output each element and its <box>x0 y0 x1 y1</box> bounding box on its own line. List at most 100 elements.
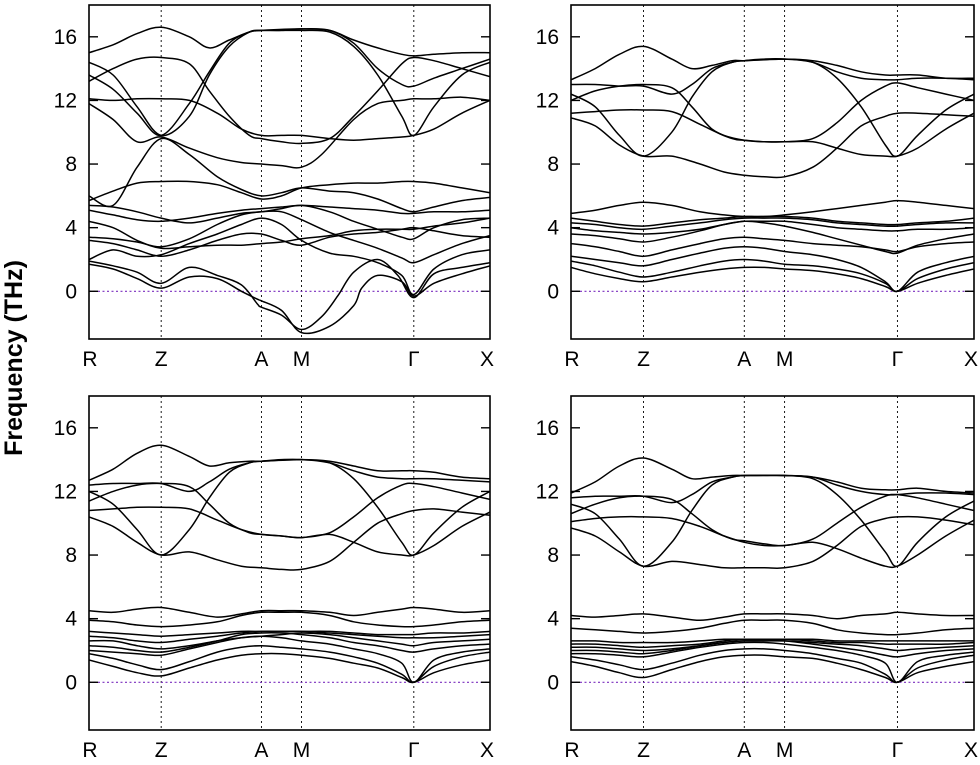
phonon-branch <box>571 611 974 622</box>
band-group <box>571 457 974 684</box>
phonon-branch <box>571 654 974 684</box>
phonon-branch <box>571 266 974 293</box>
y-axis-label: Frequency (THz) <box>0 260 28 456</box>
y-tick-label: 4 <box>547 217 559 240</box>
k-point-label: R <box>82 739 97 762</box>
k-point-label: M <box>293 739 311 762</box>
phonon-branch <box>89 137 490 213</box>
panel-2: 0 4 8 12 16 R Z A M Γ X <box>536 4 978 371</box>
y-tick-label: 4 <box>65 608 77 631</box>
phonon-branch <box>89 632 490 650</box>
panel-3: 0 4 8 12 16 R Z A M Γ X <box>54 395 494 762</box>
k-point-label: Γ <box>892 739 904 762</box>
y-tick-label: 8 <box>547 153 559 176</box>
phonon-branch <box>571 45 974 81</box>
k-point-label: M <box>293 348 311 371</box>
y-tick-label: 4 <box>65 217 77 240</box>
y-tick-label: 4 <box>547 608 559 631</box>
k-point-label: X <box>964 348 978 371</box>
phonon-branch <box>89 635 490 684</box>
k-point-label: X <box>964 739 978 762</box>
phonon-branch <box>89 26 490 57</box>
phonon-branch <box>571 493 974 547</box>
phonon-branch <box>89 210 490 264</box>
k-point-label: A <box>254 348 268 371</box>
y-tick-label: 16 <box>54 417 77 440</box>
phonon-branch <box>571 619 974 636</box>
phonon-branch <box>89 97 490 141</box>
k-point-label: X <box>480 348 494 371</box>
k-point-label: Z <box>155 348 168 371</box>
y-tick-label: 8 <box>65 153 77 176</box>
plot-frame <box>88 4 491 340</box>
phonon-branch <box>89 217 490 296</box>
k-point-label: Z <box>637 348 650 371</box>
band-group <box>571 45 974 293</box>
y-tick-label: 12 <box>54 480 77 503</box>
phonon-branch <box>89 204 490 241</box>
y-tick-label: 16 <box>54 26 77 49</box>
y-tick-label: 12 <box>536 480 559 503</box>
phonon-branch <box>571 638 974 644</box>
k-point-label: Z <box>637 739 650 762</box>
y-tick-label: 0 <box>547 280 559 303</box>
y-tick-label: 12 <box>536 89 559 112</box>
phonon-branch <box>571 112 974 179</box>
phonon-branch <box>571 641 974 684</box>
phonon-branch <box>571 220 974 255</box>
phonon-branch <box>571 199 974 218</box>
y-tick-label: 0 <box>65 280 77 303</box>
y-tick-label: 8 <box>65 544 77 567</box>
k-point-label: Z <box>155 739 168 762</box>
k-point-label: X <box>480 739 494 762</box>
band-group <box>89 444 490 684</box>
phonon-branch <box>89 180 490 202</box>
phonon-branch <box>571 457 974 494</box>
phonon-branch <box>89 217 490 250</box>
phonon-branch <box>89 606 490 618</box>
k-point-label: A <box>737 739 751 762</box>
phonon-branch <box>89 630 490 637</box>
k-point-label: Γ <box>892 348 904 371</box>
y-tick-label: 16 <box>536 26 559 49</box>
panel-4: 0 4 8 12 16 R Z A M Γ X <box>536 395 978 762</box>
y-tick-label: 0 <box>547 671 559 694</box>
y-tick-label: 0 <box>65 671 77 694</box>
phonon-branch <box>89 506 490 557</box>
phonon-branch <box>89 226 490 258</box>
panel-1: 0 4 8 12 16 R Z A M Γ X <box>54 4 494 371</box>
k-point-label: A <box>737 348 751 371</box>
phonon-branch <box>89 56 490 145</box>
phonon-branch <box>571 640 974 652</box>
phonon-branch <box>89 258 490 331</box>
plot-frame <box>570 4 975 340</box>
plot-frame <box>88 395 491 731</box>
phonon-branch <box>89 611 490 628</box>
phonon-branch <box>571 236 974 258</box>
k-point-label: M <box>776 739 794 762</box>
y-tick-label: 8 <box>547 544 559 567</box>
phonon-branch <box>89 28 490 137</box>
k-point-label: Γ <box>408 348 420 371</box>
plot-frame <box>570 395 975 731</box>
phonon-branch <box>571 515 974 569</box>
phonon-branch <box>571 246 974 293</box>
phonon-branch <box>89 508 490 571</box>
k-point-label: M <box>776 348 794 371</box>
phonon-branch <box>89 29 490 137</box>
phonon-branch <box>571 58 974 95</box>
k-point-label: R <box>564 739 579 762</box>
k-point-label: R <box>564 348 579 371</box>
phonon-branch <box>571 220 974 235</box>
k-point-label: A <box>254 739 268 762</box>
phonon-branch <box>571 82 974 143</box>
k-point-label: R <box>82 348 97 371</box>
k-point-label: Γ <box>408 739 420 762</box>
y-tick-label: 16 <box>536 417 559 440</box>
phonon-branch <box>571 217 974 231</box>
phonon-branch <box>89 444 490 481</box>
y-tick-label: 12 <box>54 89 77 112</box>
band-group <box>89 26 490 335</box>
phonon-branch <box>89 482 490 539</box>
